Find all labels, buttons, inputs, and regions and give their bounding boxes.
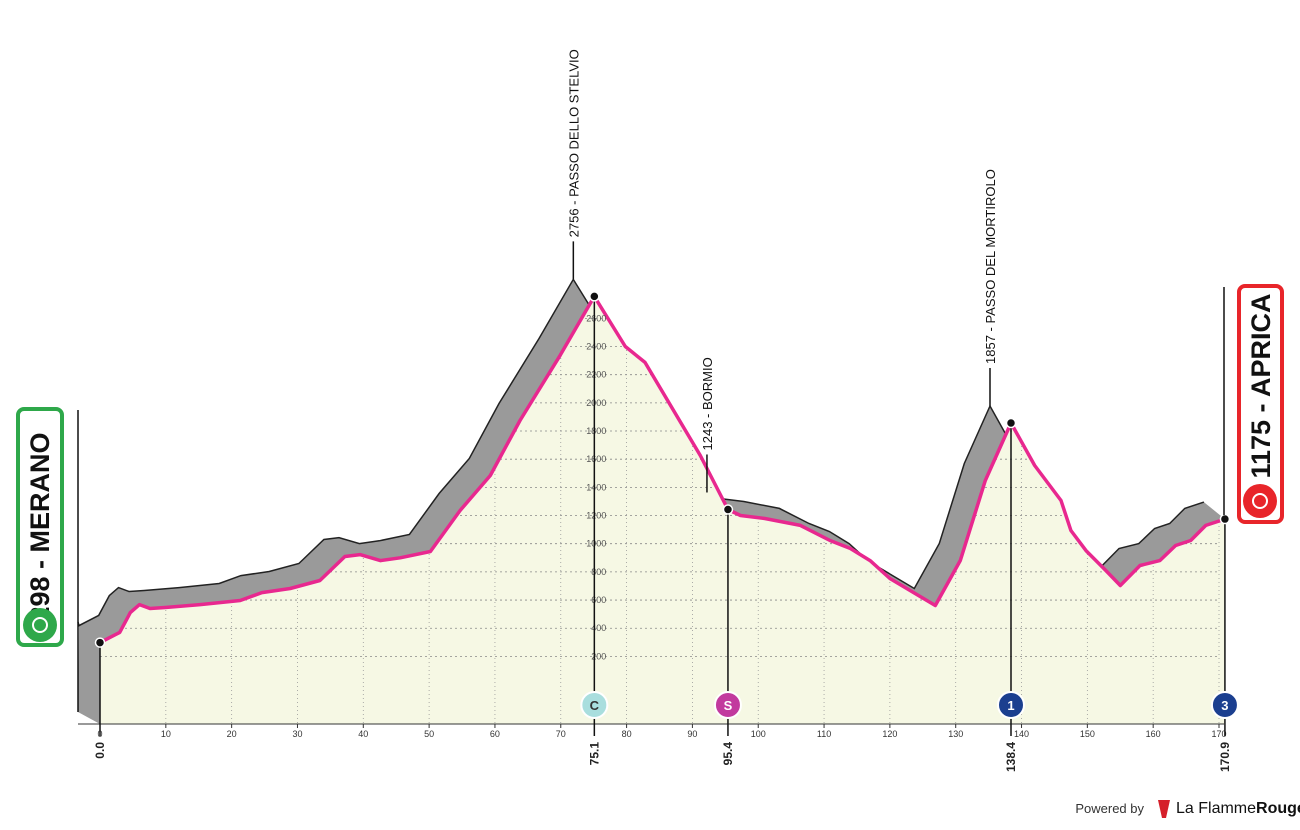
y-tick-label: 1600 [586, 454, 606, 464]
km-marker-dot [722, 504, 734, 515]
y-tick-label: 2400 [586, 342, 606, 352]
y-tick-label: 2200 [586, 370, 606, 380]
x-tick-label: 160 [1146, 729, 1161, 739]
km-marker-dot [94, 637, 106, 648]
km-marker-label: 95.4 [721, 742, 735, 766]
x-tick-label: 150 [1080, 729, 1095, 739]
y-tick-label: 400 [591, 623, 606, 633]
km-marker-label: 138.4 [1004, 742, 1018, 772]
km-marker-label: 170.9 [1218, 742, 1232, 772]
x-tick-label: 30 [292, 729, 302, 739]
y-tick-label: 2000 [586, 398, 606, 408]
y-tick-label: 1000 [586, 539, 606, 549]
marker-icon [713, 691, 742, 719]
start-label: 298 - MERANO [25, 432, 55, 621]
marker-icon [580, 691, 609, 719]
marker-icon-label: 3 [1221, 698, 1228, 713]
brand-light: La Flamme [1176, 800, 1256, 817]
x-tick-label: 90 [687, 729, 697, 739]
km-marker-label: 75.1 [587, 742, 601, 766]
finish-badge [1237, 284, 1284, 524]
profile-line [99, 294, 1226, 645]
annotation-label: 2756 - PASSO DELLO STELVIO [566, 49, 581, 237]
marker-icon [996, 691, 1025, 719]
x-tick-label: 20 [227, 729, 237, 739]
brand-bold: Rouge [1256, 800, 1300, 817]
finish-label: 1175 - APRICA [1246, 293, 1276, 478]
y-tick-label: 200 [591, 651, 606, 661]
annotation-label: 1857 - PASSO DEL MORTIROLO [983, 169, 998, 364]
marker-icon-label: C [590, 698, 600, 713]
y-tick-label: 800 [591, 567, 606, 577]
km-marker-label: 0.0 [93, 742, 107, 759]
y-tick-label: 1200 [586, 511, 606, 521]
x-tick-label: 70 [556, 729, 566, 739]
brand-name: La FlammeRouge [1176, 800, 1300, 817]
x-tick-label: 50 [424, 729, 434, 739]
y-tick-label: 600 [591, 595, 606, 605]
x-tick-label: 170 [1211, 729, 1226, 739]
marker-icon [1210, 691, 1239, 719]
marker-icon-label: 1 [1007, 698, 1014, 713]
top-layer: 200 400 600 800 1000 1200 1400 1600 1800 2000 2200… [78, 49, 1239, 772]
x-tick-label: 10 [161, 729, 171, 739]
x-tick-label: 110 [817, 729, 831, 739]
brand-logo [1158, 800, 1170, 818]
km-marker-dot [1005, 417, 1017, 429]
x-tick-label: 40 [358, 729, 368, 739]
finish-icon [1243, 484, 1277, 518]
finish-icon-wheel [1252, 493, 1268, 509]
x-tick-label: 80 [622, 729, 632, 739]
y-tick-label: 2600 [586, 313, 606, 323]
start-icon-wheel [32, 617, 48, 633]
x-tick-label: 130 [948, 729, 963, 739]
y-tick-label: 1400 [586, 482, 606, 492]
profile-area [100, 296, 1225, 724]
y-tick-label: 1800 [586, 426, 606, 436]
area-layer [100, 296, 1225, 724]
km-marker-dot [589, 291, 600, 302]
start-badge [16, 407, 64, 647]
annotation-label: 1243 - BORMIO [700, 357, 715, 450]
marker-icon-label: S [724, 698, 733, 713]
x-tick-label: 60 [490, 729, 500, 739]
start-icon [23, 608, 57, 642]
x-tick-label: 100 [751, 729, 766, 739]
x-tick-label: 120 [882, 729, 897, 739]
x-tick-label: 140 [1014, 729, 1029, 739]
powered-by: Powered by [1075, 801, 1144, 816]
km-marker-dot [1219, 513, 1231, 525]
